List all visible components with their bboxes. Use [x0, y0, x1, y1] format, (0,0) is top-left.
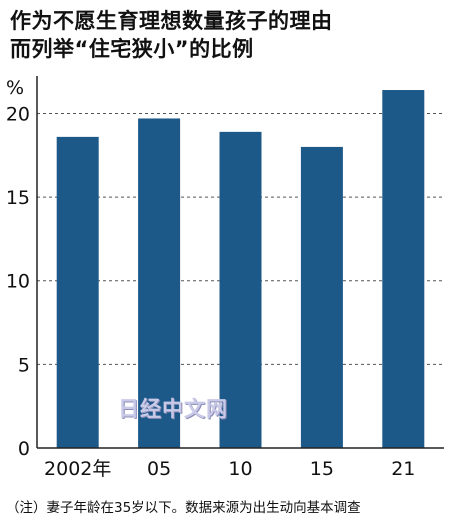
- x-tick-label-3: 15: [310, 458, 334, 480]
- y-tick-label-0: 0: [18, 438, 30, 460]
- x-tick-label-4: 21: [391, 458, 415, 480]
- x-tick-label-2: 10: [228, 458, 252, 480]
- bar-2: [219, 131, 262, 448]
- y-unit-label: %: [6, 77, 24, 99]
- y-tick-label-20: 20: [6, 103, 30, 125]
- chart-title: 作为不愿生育理想数量孩子的理由 而列举“住宅狭小”的比例: [10, 7, 440, 63]
- source-note: （注）妻子年龄在35岁以下。数据来源为出生动向基本调查: [6, 500, 361, 516]
- bar-3: [300, 146, 343, 448]
- x-tick-label-1: 05: [147, 458, 171, 480]
- y-tick-label-5: 5: [18, 354, 30, 376]
- bar-0: [56, 136, 99, 448]
- y-tick-label-10: 10: [6, 271, 30, 293]
- chart-title-line-2: 而列举“住宅狭小”的比例: [10, 37, 254, 61]
- bar-1: [138, 118, 181, 449]
- chart-title-line-1: 作为不愿生育理想数量孩子的理由: [10, 9, 333, 33]
- watermark-logo: 日经中文网: [118, 397, 228, 421]
- bar-4: [382, 90, 425, 448]
- y-tick-label-15: 15: [6, 187, 30, 209]
- x-tick-label-0: 2002年: [44, 458, 111, 480]
